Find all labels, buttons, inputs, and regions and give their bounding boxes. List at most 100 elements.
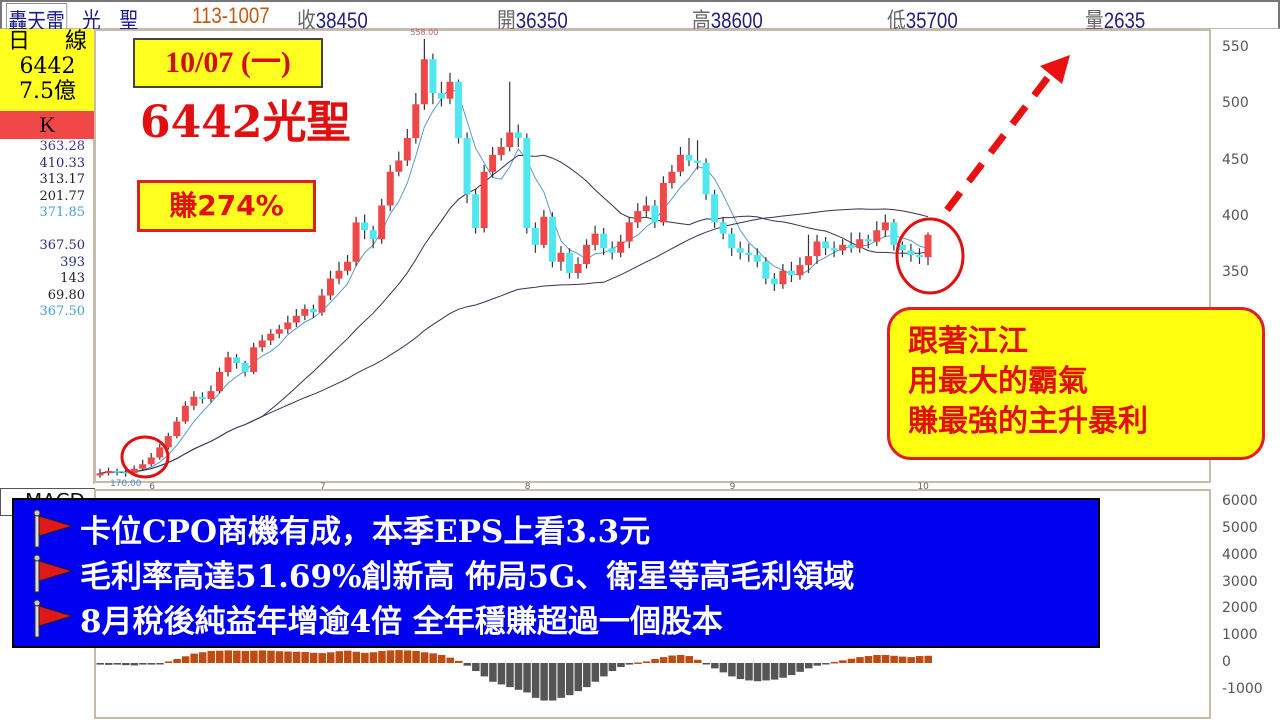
candle [881,214,889,237]
candle [659,176,667,226]
macd-bar [711,663,719,669]
candle [292,309,300,327]
candle-body [446,81,454,99]
macd-bar [139,663,147,665]
candle [318,288,326,316]
macd-bar [420,652,429,663]
macd-bar [685,656,693,663]
close-field: 收38450 [297,3,368,35]
candle-body [250,347,258,372]
stock-info-box: 日 線 6442 7.5億 [0,29,95,111]
month-label: 8 [524,482,531,492]
macd-bar [216,650,224,663]
ma60-line [99,208,929,474]
macd-bar [472,663,480,672]
candle-body [506,132,514,147]
candle-body [284,322,292,330]
candle-body [275,329,283,334]
current-highlight-circle [895,217,965,295]
macd-bar [770,663,779,680]
candle [617,234,625,258]
candle [736,241,744,260]
macd-bar [583,663,591,688]
macd-bar [156,663,164,665]
candle [455,79,463,144]
candle [694,140,702,170]
candle-body [796,265,804,276]
candle-body [890,222,898,245]
candle-body [907,250,915,255]
candle-body [548,216,556,262]
macd-bar [361,652,369,663]
candle-body [813,241,821,257]
macd-bar [344,650,352,663]
macd-bar [719,663,728,673]
candle [386,165,394,212]
macd-bar [574,663,583,692]
macd-bar [326,652,335,663]
candle [839,239,847,255]
candle [472,188,480,234]
candle-body [335,270,343,279]
candle-body [352,222,360,262]
macd-bar [898,656,907,663]
chart-type-button[interactable]: K [0,111,95,139]
red-flag-icon [33,509,74,547]
macd-bar [275,651,284,663]
macd-bar [796,663,804,672]
candle [139,459,147,471]
macd-bar [250,650,258,663]
macd-axis-tick: 1000 [1222,627,1258,644]
candle [523,133,531,234]
candle [856,232,864,253]
macd-bar [523,663,531,693]
red-flag-icon [33,599,74,637]
candle-body [856,239,864,249]
candle [480,165,488,233]
macd-bar [284,651,292,663]
candle-body [625,222,633,242]
candle-body [369,230,377,240]
ma-value: 363.28 [39,139,86,154]
candle [122,469,130,477]
candle [105,467,113,476]
ma-value: 393 [60,254,85,270]
candle-body [728,233,736,249]
candle [361,214,369,240]
candle-body [830,248,838,251]
candle [728,228,736,257]
candle-body [267,333,275,341]
macd-bar [378,650,386,663]
candle [642,196,650,217]
macd-bar [267,650,275,663]
callout-line: 跟著江江 [908,324,1028,359]
candle [796,257,804,280]
macd-bar [181,656,190,663]
price-axis-tick: 400 [1222,207,1249,224]
macd-bar [600,663,608,677]
candle-body [309,309,317,313]
candle-body [403,138,411,161]
candle [574,257,582,279]
candle [335,261,343,285]
ma-value: 69.80 [47,287,85,303]
date-badge: 10/07 (一) [133,38,323,88]
candle-body [122,472,130,474]
macd-bar [591,663,600,682]
ma-value: 143 [60,271,85,286]
candle-body [864,239,872,242]
macd-bar [233,650,241,663]
macd-bar [164,661,173,663]
candle-body [258,340,266,348]
candle [813,234,821,264]
macd-bar [779,663,787,678]
ma-value: 367.50 [39,304,86,319]
candle [412,93,420,144]
news-item: 毛利率高達51.69%創新高 佈局5G、衛星等高毛利領域 [32,551,1098,596]
candle [770,273,778,291]
open-label: 開 [497,8,516,33]
stock-code: 6442 [19,54,76,79]
candle-body [651,205,659,223]
candle-body [437,93,445,99]
candle [181,401,189,424]
